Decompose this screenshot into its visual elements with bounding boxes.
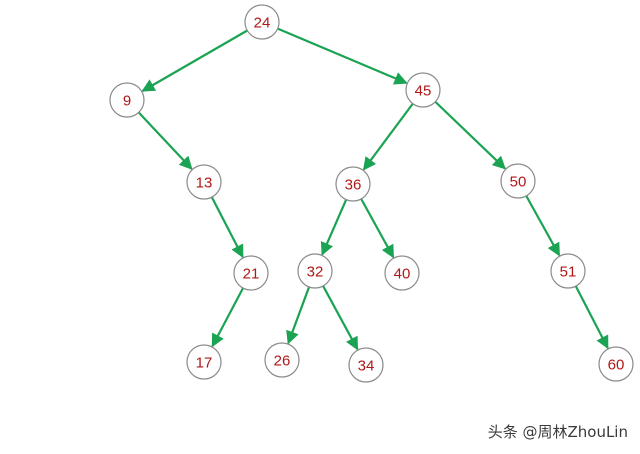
- tree-node-45: 45: [405, 72, 441, 108]
- edge-arrow-line: [574, 285, 609, 350]
- node-circle: [186, 344, 222, 380]
- node-circle: [244, 4, 280, 40]
- node-label: 17: [196, 355, 213, 372]
- edge-arrow-line: [141, 29, 248, 92]
- edge-arrow-line: [211, 287, 245, 348]
- edge-arrow-line: [360, 198, 395, 259]
- node-circle: [405, 72, 441, 108]
- edge-arrow-line: [277, 27, 408, 85]
- tree-node-26: 26: [264, 342, 300, 378]
- tree-node-60: 60: [598, 346, 634, 382]
- node-label: 45: [415, 83, 432, 100]
- node-label: 13: [196, 175, 213, 192]
- edge-arrow-line: [210, 196, 244, 259]
- tree-node-13: 13: [186, 164, 222, 200]
- tree-node-50: 50: [500, 163, 536, 199]
- node-circle: [109, 82, 145, 118]
- edge-arrow-line: [362, 102, 414, 171]
- node-circle: [500, 163, 536, 199]
- node-label: 21: [243, 266, 260, 283]
- tree-node-36: 36: [335, 166, 371, 202]
- tree-node-9: 9: [109, 82, 145, 118]
- node-circle: [264, 342, 300, 378]
- edges-layer: [137, 27, 609, 351]
- edge-24-to-45: [277, 27, 408, 85]
- node-circle: [384, 255, 420, 291]
- tree-node-17: 17: [186, 344, 222, 380]
- edge-arrow-line: [286, 286, 311, 345]
- edge-24-to-9: [141, 29, 248, 92]
- edge-50-to-51: [525, 195, 561, 257]
- node-label: 60: [608, 357, 625, 374]
- edge-32-to-34: [322, 285, 359, 351]
- node-label: 50: [510, 174, 527, 191]
- watermark-text: 头条 @周林ZhouLin: [487, 423, 628, 441]
- node-label: 51: [560, 264, 577, 281]
- edge-45-to-36: [362, 102, 414, 171]
- node-circle: [335, 166, 371, 202]
- edge-arrow-line: [137, 111, 193, 170]
- edge-13-to-21: [210, 196, 244, 259]
- edge-arrow-line: [320, 199, 348, 256]
- edge-9-to-13: [137, 111, 193, 170]
- node-label: 24: [254, 15, 271, 32]
- edge-51-to-60: [574, 285, 609, 350]
- node-circle: [233, 255, 269, 291]
- node-circle: [186, 164, 222, 200]
- edge-36-to-32: [320, 199, 348, 256]
- edge-arrow-line: [434, 100, 506, 170]
- nodes-layer: 24 9 45 13 36 50 21 32 40 51 17 26 34 60: [109, 4, 634, 383]
- tree-node-51: 51: [550, 253, 586, 289]
- node-circle: [348, 347, 384, 383]
- node-label: 32: [307, 264, 324, 281]
- edge-arrow-line: [322, 285, 359, 351]
- tree-node-21: 21: [233, 255, 269, 291]
- tree-node-34: 34: [348, 347, 384, 383]
- node-label: 26: [274, 353, 291, 370]
- edge-32-to-26: [286, 286, 311, 345]
- tree-node-24: 24: [244, 4, 280, 40]
- tree-node-32: 32: [297, 253, 333, 289]
- node-circle: [550, 253, 586, 289]
- edge-45-to-50: [434, 100, 506, 170]
- edge-arrow-line: [525, 195, 561, 257]
- node-circle: [297, 253, 333, 289]
- edge-21-to-17: [211, 287, 245, 348]
- node-label: 34: [358, 358, 375, 375]
- tree-node-40: 40: [384, 255, 420, 291]
- node-label: 9: [123, 93, 131, 110]
- edge-36-to-40: [360, 198, 395, 259]
- node-label: 36: [345, 177, 362, 194]
- node-circle: [598, 346, 634, 382]
- node-label: 40: [394, 266, 411, 283]
